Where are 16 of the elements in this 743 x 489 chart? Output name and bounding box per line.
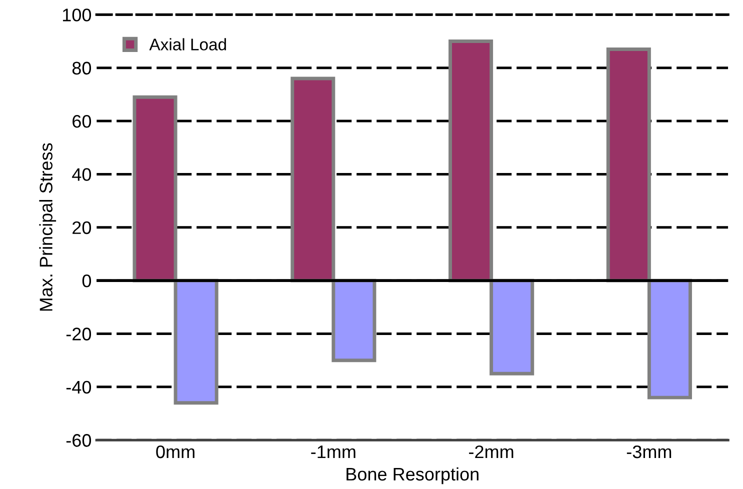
legend-label: Axial Load bbox=[149, 38, 226, 50]
y-tick-label: 100 bbox=[62, 8, 92, 22]
x-tick-label: -3mm bbox=[626, 445, 672, 458]
x-tick-label: -1mm bbox=[311, 446, 356, 458]
y-axis-title: Max. Principal Stress bbox=[39, 143, 56, 311]
y-tick-label: 60 bbox=[72, 114, 92, 128]
y-tick-label: -20 bbox=[66, 328, 92, 340]
x-tick-label: 0mm bbox=[156, 445, 194, 458]
y-tick-label: 20 bbox=[72, 221, 92, 234]
y-tick-label: 40 bbox=[72, 168, 92, 181]
x-tick-label: -2mm bbox=[469, 445, 514, 458]
y-tick-label: 80 bbox=[72, 62, 92, 75]
y-tick-label: -60 bbox=[66, 434, 92, 447]
x-axis-title: Bone Resorption bbox=[346, 467, 478, 484]
y-tick-label: 0 bbox=[82, 274, 92, 288]
y-tick-label: -40 bbox=[66, 380, 92, 394]
